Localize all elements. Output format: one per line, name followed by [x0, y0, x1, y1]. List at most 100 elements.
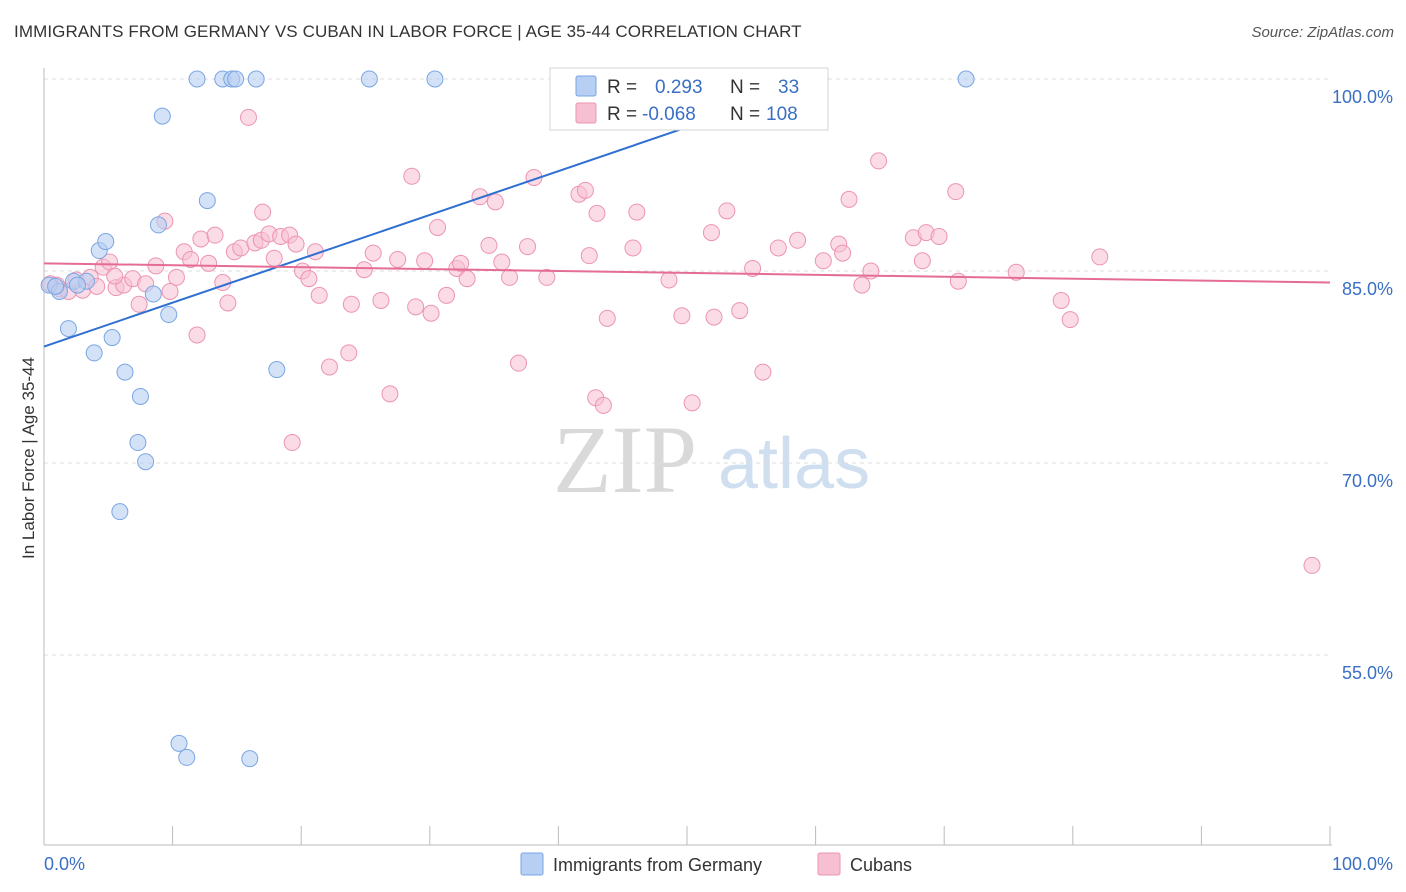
- legend-r-value-germany: 0.293: [655, 77, 703, 98]
- cuban-point-43: [355, 261, 373, 279]
- cuban-point-106: [254, 203, 272, 221]
- y-tick-label-1: 85.0%: [1342, 279, 1393, 299]
- germany-point-15: [198, 192, 216, 210]
- watermark-atlas: atlas: [718, 424, 870, 504]
- cuban-point-19: [182, 250, 200, 268]
- cuban-point-107: [106, 267, 124, 285]
- cuban-point-27: [232, 239, 250, 257]
- cuban-point-90: [853, 276, 871, 294]
- cuban-point-51: [422, 304, 440, 322]
- cuban-point-42: [342, 295, 360, 313]
- cuban-point-72: [598, 309, 616, 327]
- x-tick-label-min: 0.0%: [44, 854, 85, 874]
- cuban-point-73: [628, 203, 646, 221]
- cuban-point-60: [493, 253, 511, 271]
- germany-point-7: [103, 329, 121, 347]
- germany-point-20: [247, 70, 265, 88]
- cuban-point-62: [510, 354, 528, 372]
- cuban-point-100: [1052, 291, 1070, 309]
- germany-point-23: [426, 70, 444, 88]
- cuban-point-65: [538, 268, 556, 286]
- germany-point-11: [144, 285, 162, 303]
- legend-n-value-germany: 33: [778, 77, 799, 98]
- cuban-point-77: [683, 394, 701, 412]
- cuban-point-20: [188, 326, 206, 344]
- cuban-point-84: [769, 239, 787, 257]
- germany-point-16: [188, 70, 206, 88]
- cuban-point-21: [192, 230, 210, 248]
- cuban-point-41: [340, 344, 358, 362]
- legend-swatch-germany: [575, 75, 597, 97]
- germany-point-32: [68, 276, 86, 294]
- bottom-legend-swatch-cuban: [817, 852, 841, 876]
- chart-title: IMMIGRANTS FROM GERMANY VS CUBAN IN LABO…: [14, 22, 802, 41]
- cuban-point-68: [580, 247, 598, 265]
- germany-point-12: [160, 306, 178, 324]
- cuban-point-79: [705, 308, 723, 326]
- cuban-point-85: [789, 231, 807, 249]
- cuban-point-49: [407, 298, 425, 316]
- cuban-point-75: [660, 271, 678, 289]
- germany-point-14: [153, 107, 171, 125]
- gridlines: [44, 78, 1330, 656]
- cuban-point-57: [471, 188, 489, 206]
- legend-n-label-cuban: N =: [730, 104, 760, 125]
- germany-point-6: [97, 233, 115, 251]
- cuban-point-58: [480, 236, 498, 254]
- cuban-point-28: [239, 108, 257, 126]
- germany-point-22: [360, 70, 378, 88]
- cuban-trend-line: [43, 262, 1331, 284]
- x-axis-ticks: [172, 826, 1331, 845]
- legend-r-label-germany: R =: [607, 77, 637, 98]
- germany-point-13: [149, 216, 167, 234]
- cuban-point-74: [624, 239, 642, 257]
- cuban-point-98: [949, 272, 967, 290]
- cuban-point-55: [452, 254, 470, 272]
- y-axis-title: In Labor Force | Age 35-44: [19, 357, 38, 559]
- cuban-point-16: [161, 282, 179, 300]
- cuban-point-37: [300, 270, 318, 288]
- cuban-point-47: [389, 250, 407, 268]
- cuban-point-78: [702, 224, 720, 242]
- germany-point-31: [47, 277, 65, 295]
- legend-n-value-cuban: 108: [766, 104, 798, 125]
- cuban-point-102: [1091, 248, 1109, 266]
- cuban-point-67: [576, 181, 594, 199]
- source-label: Source: ZipAtlas.com: [1251, 24, 1394, 41]
- cuban-point-48: [403, 167, 421, 185]
- germany-point-27: [111, 503, 129, 521]
- legend-n-label-germany: N =: [730, 77, 760, 98]
- cuban-point-53: [438, 286, 456, 304]
- cuban-point-71: [594, 396, 612, 414]
- cuban-point-81: [731, 302, 749, 320]
- cuban-point-86: [814, 252, 832, 270]
- cuban-point-76: [673, 307, 691, 325]
- cuban-point-46: [381, 385, 399, 403]
- cuban-point-17: [167, 268, 185, 286]
- y-tick-label-3: 55.0%: [1342, 663, 1393, 683]
- y-tick-labels: 100.0% 85.0% 70.0% 55.0%: [1332, 87, 1393, 683]
- cuban-points: [41, 108, 1321, 574]
- legend-r-value-cuban: -0.068: [642, 104, 696, 125]
- cuban-point-97: [947, 183, 965, 201]
- series-legend: Immigrants from Germany Cubans: [520, 852, 912, 876]
- germany-point-30: [241, 750, 259, 768]
- cuban-point-44: [364, 244, 382, 262]
- cuban-point-103: [1303, 556, 1321, 574]
- legend-r-label-cuban: R =: [607, 104, 637, 125]
- germany-point-26: [137, 453, 155, 471]
- cuban-point-99: [1007, 263, 1025, 281]
- cuban-point-96: [930, 227, 948, 245]
- germany-point-8: [85, 344, 103, 362]
- cuban-point-61: [501, 268, 519, 286]
- germany-point-19: [227, 70, 245, 88]
- cuban-point-69: [588, 204, 606, 222]
- cuban-point-63: [519, 238, 537, 256]
- cuban-point-83: [754, 363, 772, 381]
- cuban-point-23: [206, 226, 224, 244]
- bottom-legend-label-cuban: Cubans: [850, 855, 912, 875]
- bottom-legend-label-germany: Immigrants from Germany: [553, 855, 762, 875]
- y-tick-label-2: 70.0%: [1342, 471, 1393, 491]
- cuban-point-50: [416, 252, 434, 270]
- cuban-point-22: [200, 254, 218, 272]
